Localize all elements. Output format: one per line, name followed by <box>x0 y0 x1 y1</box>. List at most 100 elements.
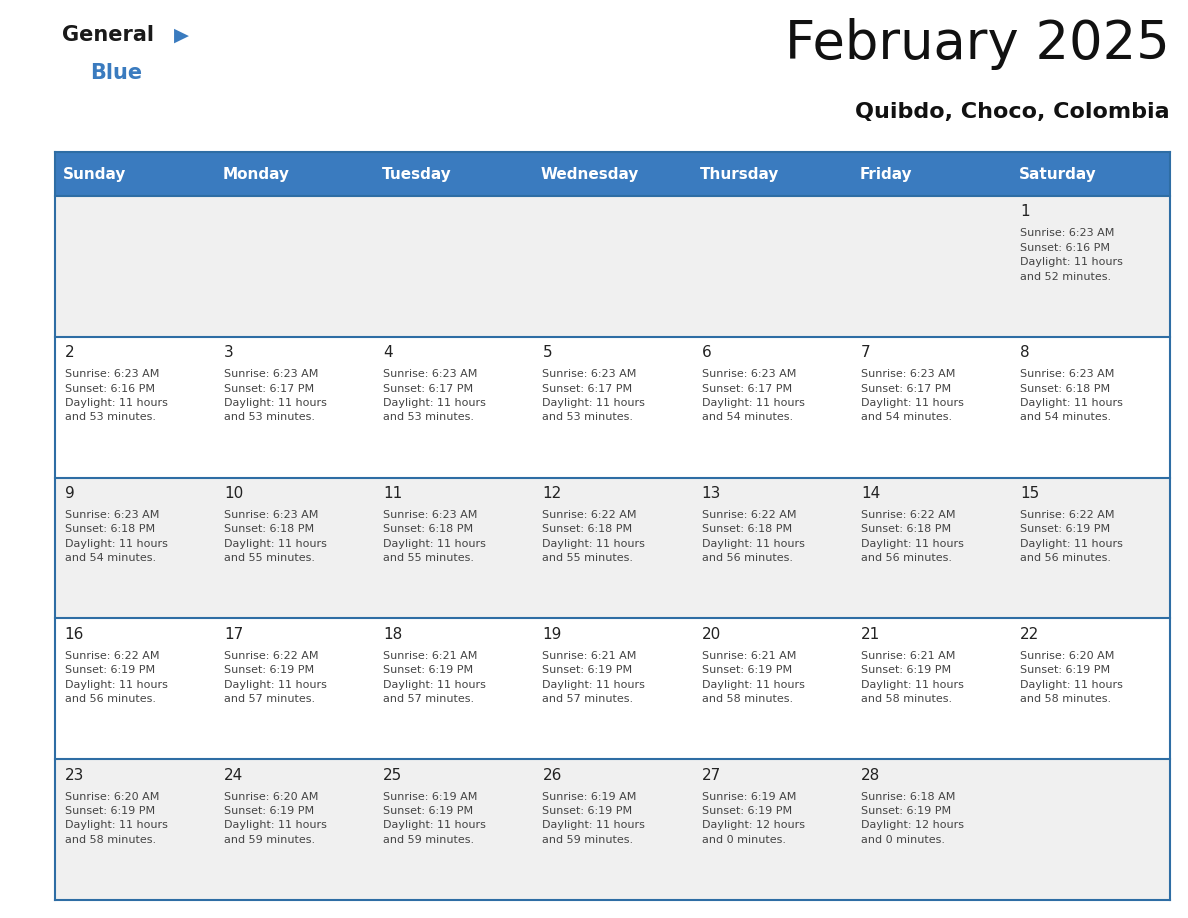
Text: Quibdo, Choco, Colombia: Quibdo, Choco, Colombia <box>855 102 1170 122</box>
Text: Sunrise: 6:23 AM
Sunset: 6:17 PM
Daylight: 11 hours
and 53 minutes.: Sunrise: 6:23 AM Sunset: 6:17 PM Dayligh… <box>383 369 486 422</box>
Bar <box>852 196 1011 337</box>
Text: Tuesday: Tuesday <box>381 166 451 182</box>
Text: Sunrise: 6:22 AM
Sunset: 6:18 PM
Daylight: 11 hours
and 56 minutes.: Sunrise: 6:22 AM Sunset: 6:18 PM Dayligh… <box>702 510 804 563</box>
Text: Sunrise: 6:23 AM
Sunset: 6:17 PM
Daylight: 11 hours
and 54 minutes.: Sunrise: 6:23 AM Sunset: 6:17 PM Dayligh… <box>861 369 963 422</box>
Text: 18: 18 <box>383 627 403 642</box>
Text: Sunrise: 6:23 AM
Sunset: 6:18 PM
Daylight: 11 hours
and 54 minutes.: Sunrise: 6:23 AM Sunset: 6:18 PM Dayligh… <box>1020 369 1123 422</box>
Bar <box>214 759 373 900</box>
Bar <box>533 477 693 619</box>
Text: February 2025: February 2025 <box>785 18 1170 70</box>
Text: Sunrise: 6:23 AM
Sunset: 6:17 PM
Daylight: 11 hours
and 53 minutes.: Sunrise: 6:23 AM Sunset: 6:17 PM Dayligh… <box>543 369 645 422</box>
Text: Sunrise: 6:21 AM
Sunset: 6:19 PM
Daylight: 11 hours
and 57 minutes.: Sunrise: 6:21 AM Sunset: 6:19 PM Dayligh… <box>383 651 486 704</box>
Text: Saturday: Saturday <box>1018 166 1097 182</box>
Text: Friday: Friday <box>859 166 912 182</box>
Text: Sunrise: 6:22 AM
Sunset: 6:18 PM
Daylight: 11 hours
and 56 minutes.: Sunrise: 6:22 AM Sunset: 6:18 PM Dayligh… <box>861 510 963 563</box>
Text: Sunrise: 6:23 AM
Sunset: 6:18 PM
Daylight: 11 hours
and 54 minutes.: Sunrise: 6:23 AM Sunset: 6:18 PM Dayligh… <box>64 510 168 563</box>
Text: 22: 22 <box>1020 627 1040 642</box>
Text: 14: 14 <box>861 486 880 501</box>
Text: 25: 25 <box>383 767 403 783</box>
Text: 4: 4 <box>383 345 393 360</box>
Bar <box>1011 759 1170 900</box>
Text: Sunrise: 6:23 AM
Sunset: 6:17 PM
Daylight: 11 hours
and 53 minutes.: Sunrise: 6:23 AM Sunset: 6:17 PM Dayligh… <box>223 369 327 422</box>
Bar <box>852 337 1011 477</box>
Text: 3: 3 <box>223 345 234 360</box>
Bar <box>214 477 373 619</box>
Text: Sunrise: 6:21 AM
Sunset: 6:19 PM
Daylight: 11 hours
and 58 minutes.: Sunrise: 6:21 AM Sunset: 6:19 PM Dayligh… <box>861 651 963 704</box>
Bar <box>533 619 693 759</box>
Bar <box>693 477 852 619</box>
Text: General: General <box>62 25 154 45</box>
Text: Sunrise: 6:20 AM
Sunset: 6:19 PM
Daylight: 11 hours
and 59 minutes.: Sunrise: 6:20 AM Sunset: 6:19 PM Dayligh… <box>223 791 327 845</box>
Text: Sunrise: 6:23 AM
Sunset: 6:18 PM
Daylight: 11 hours
and 55 minutes.: Sunrise: 6:23 AM Sunset: 6:18 PM Dayligh… <box>383 510 486 563</box>
Bar <box>55 196 214 337</box>
Bar <box>852 759 1011 900</box>
Bar <box>693 759 852 900</box>
Text: Sunrise: 6:19 AM
Sunset: 6:19 PM
Daylight: 12 hours
and 0 minutes.: Sunrise: 6:19 AM Sunset: 6:19 PM Dayligh… <box>702 791 804 845</box>
Text: Sunrise: 6:18 AM
Sunset: 6:19 PM
Daylight: 12 hours
and 0 minutes.: Sunrise: 6:18 AM Sunset: 6:19 PM Dayligh… <box>861 791 963 845</box>
Bar <box>55 619 214 759</box>
Text: 1: 1 <box>1020 205 1030 219</box>
Text: 6: 6 <box>702 345 712 360</box>
Bar <box>373 759 533 900</box>
Text: 9: 9 <box>64 486 75 501</box>
Bar <box>373 477 533 619</box>
Bar <box>214 619 373 759</box>
Bar <box>373 337 533 477</box>
Text: 26: 26 <box>543 767 562 783</box>
Text: Sunrise: 6:23 AM
Sunset: 6:17 PM
Daylight: 11 hours
and 54 minutes.: Sunrise: 6:23 AM Sunset: 6:17 PM Dayligh… <box>702 369 804 422</box>
Text: Sunrise: 6:19 AM
Sunset: 6:19 PM
Daylight: 11 hours
and 59 minutes.: Sunrise: 6:19 AM Sunset: 6:19 PM Dayligh… <box>383 791 486 845</box>
Bar <box>693 196 852 337</box>
Text: Wednesday: Wednesday <box>541 166 639 182</box>
Text: Sunrise: 6:21 AM
Sunset: 6:19 PM
Daylight: 11 hours
and 57 minutes.: Sunrise: 6:21 AM Sunset: 6:19 PM Dayligh… <box>543 651 645 704</box>
Text: 23: 23 <box>64 767 84 783</box>
Text: 2: 2 <box>64 345 74 360</box>
Text: 8: 8 <box>1020 345 1030 360</box>
Bar <box>1011 477 1170 619</box>
Text: 12: 12 <box>543 486 562 501</box>
Text: 24: 24 <box>223 767 244 783</box>
Text: 10: 10 <box>223 486 244 501</box>
Bar <box>1011 196 1170 337</box>
Bar <box>55 477 214 619</box>
Bar <box>55 337 214 477</box>
Bar <box>373 619 533 759</box>
Text: ▶: ▶ <box>173 26 189 45</box>
Text: Monday: Monday <box>222 166 289 182</box>
Text: 27: 27 <box>702 767 721 783</box>
Text: Sunrise: 6:21 AM
Sunset: 6:19 PM
Daylight: 11 hours
and 58 minutes.: Sunrise: 6:21 AM Sunset: 6:19 PM Dayligh… <box>702 651 804 704</box>
Bar <box>693 337 852 477</box>
Bar <box>214 337 373 477</box>
Bar <box>1011 619 1170 759</box>
Text: Sunrise: 6:22 AM
Sunset: 6:19 PM
Daylight: 11 hours
and 57 minutes.: Sunrise: 6:22 AM Sunset: 6:19 PM Dayligh… <box>223 651 327 704</box>
Bar <box>1011 337 1170 477</box>
Text: Sunday: Sunday <box>63 166 126 182</box>
Text: 21: 21 <box>861 627 880 642</box>
Text: 5: 5 <box>543 345 552 360</box>
Bar <box>693 619 852 759</box>
Text: 17: 17 <box>223 627 244 642</box>
Bar <box>533 337 693 477</box>
Text: Sunrise: 6:23 AM
Sunset: 6:16 PM
Daylight: 11 hours
and 52 minutes.: Sunrise: 6:23 AM Sunset: 6:16 PM Dayligh… <box>1020 229 1123 282</box>
Text: Thursday: Thursday <box>700 166 779 182</box>
Text: 13: 13 <box>702 486 721 501</box>
Text: Sunrise: 6:20 AM
Sunset: 6:19 PM
Daylight: 11 hours
and 58 minutes.: Sunrise: 6:20 AM Sunset: 6:19 PM Dayligh… <box>64 791 168 845</box>
Text: 28: 28 <box>861 767 880 783</box>
Text: 20: 20 <box>702 627 721 642</box>
Text: 7: 7 <box>861 345 871 360</box>
Text: 15: 15 <box>1020 486 1040 501</box>
Bar <box>533 759 693 900</box>
Bar <box>852 619 1011 759</box>
Text: Sunrise: 6:22 AM
Sunset: 6:19 PM
Daylight: 11 hours
and 56 minutes.: Sunrise: 6:22 AM Sunset: 6:19 PM Dayligh… <box>1020 510 1123 563</box>
Bar <box>533 196 693 337</box>
Text: 19: 19 <box>543 627 562 642</box>
Text: Sunrise: 6:23 AM
Sunset: 6:16 PM
Daylight: 11 hours
and 53 minutes.: Sunrise: 6:23 AM Sunset: 6:16 PM Dayligh… <box>64 369 168 422</box>
Text: Sunrise: 6:22 AM
Sunset: 6:18 PM
Daylight: 11 hours
and 55 minutes.: Sunrise: 6:22 AM Sunset: 6:18 PM Dayligh… <box>543 510 645 563</box>
Text: Sunrise: 6:23 AM
Sunset: 6:18 PM
Daylight: 11 hours
and 55 minutes.: Sunrise: 6:23 AM Sunset: 6:18 PM Dayligh… <box>223 510 327 563</box>
Text: Sunrise: 6:20 AM
Sunset: 6:19 PM
Daylight: 11 hours
and 58 minutes.: Sunrise: 6:20 AM Sunset: 6:19 PM Dayligh… <box>1020 651 1123 704</box>
Text: Sunrise: 6:22 AM
Sunset: 6:19 PM
Daylight: 11 hours
and 56 minutes.: Sunrise: 6:22 AM Sunset: 6:19 PM Dayligh… <box>64 651 168 704</box>
Text: 11: 11 <box>383 486 403 501</box>
Bar <box>55 152 1170 196</box>
Bar <box>852 477 1011 619</box>
Text: 16: 16 <box>64 627 84 642</box>
Bar <box>55 759 214 900</box>
